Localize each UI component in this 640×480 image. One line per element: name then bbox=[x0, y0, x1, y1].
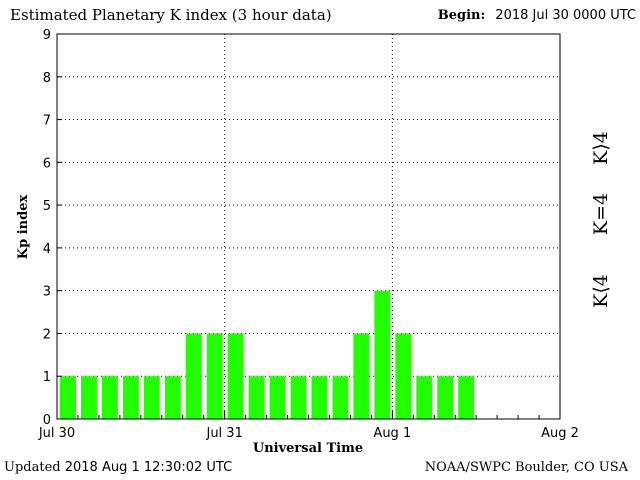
y-tick-labels: 0 1 2 3 4 5 6 7 8 9 bbox=[43, 28, 51, 428]
chart-title: Estimated Planetary K index (3 hour data… bbox=[10, 6, 332, 24]
y-tick-label: 8 bbox=[43, 71, 51, 86]
kp-bar bbox=[437, 376, 454, 419]
y-tick-label: 0 bbox=[43, 413, 51, 428]
kp-bar bbox=[332, 376, 349, 419]
y-tick-label: 5 bbox=[43, 199, 51, 214]
kp-bar bbox=[269, 376, 286, 419]
axis-ticks bbox=[56, 33, 561, 420]
y-tick-label: 4 bbox=[43, 242, 51, 257]
kp-bar bbox=[248, 376, 265, 419]
kp-bar bbox=[290, 376, 307, 419]
legend-storm: K⟩4 bbox=[590, 131, 612, 165]
kp-bar bbox=[185, 333, 202, 419]
credit-line: NOAA/SWPC Boulder, CO USA bbox=[424, 460, 628, 475]
updated-value: 2018 Aug 1 12:30:02 UTC bbox=[64, 460, 233, 475]
x-tick-label: Jul 30 bbox=[38, 426, 75, 441]
x-tick-label: Aug 1 bbox=[373, 426, 411, 441]
legend-moderate: K=4 bbox=[590, 193, 612, 235]
begin-label: Begin: bbox=[437, 8, 486, 23]
kp-bar bbox=[164, 376, 181, 419]
x-tick-labels: Jul 30 Jul 31 Aug 1 Aug 2 bbox=[38, 426, 579, 441]
plot-frame bbox=[56, 33, 561, 420]
kp-bar bbox=[60, 376, 76, 419]
x-tick-label: Aug 2 bbox=[541, 426, 579, 441]
kp-bar bbox=[143, 376, 160, 419]
kp-bar bbox=[353, 333, 370, 419]
kp-bar bbox=[416, 376, 433, 419]
kp-bar bbox=[395, 333, 412, 419]
bars bbox=[60, 290, 475, 419]
x-tick-label: Jul 31 bbox=[205, 426, 242, 441]
kp-bar bbox=[206, 333, 223, 419]
kp-bar bbox=[80, 376, 97, 419]
y-axis-title: Kp index bbox=[16, 195, 31, 260]
x-axis-title: Universal Time bbox=[253, 441, 363, 456]
updated-label: Updated bbox=[4, 460, 61, 475]
grid bbox=[57, 34, 560, 419]
y-tick-label: 3 bbox=[43, 285, 51, 300]
begin-time: Begin: 2018 Jul 30 0000 UTC bbox=[438, 8, 636, 23]
y-tick-label: 2 bbox=[43, 327, 51, 342]
y-tick-label: 1 bbox=[43, 370, 51, 385]
updated-time: Updated 2018 Aug 1 12:30:02 UTC bbox=[4, 460, 232, 475]
y-tick-label: 7 bbox=[43, 114, 51, 129]
begin-value: 2018 Jul 30 0000 UTC bbox=[495, 8, 636, 23]
kp-bar bbox=[458, 376, 475, 419]
y-tick-label: 9 bbox=[43, 28, 51, 43]
kp-bar bbox=[122, 376, 139, 419]
legend-quiet: K⟨4 bbox=[590, 274, 612, 308]
kp-bar bbox=[311, 376, 328, 419]
y-tick-label: 6 bbox=[43, 156, 51, 171]
kp-bar bbox=[374, 290, 391, 419]
kp-bar bbox=[227, 333, 244, 419]
kp-bar bbox=[101, 376, 118, 419]
